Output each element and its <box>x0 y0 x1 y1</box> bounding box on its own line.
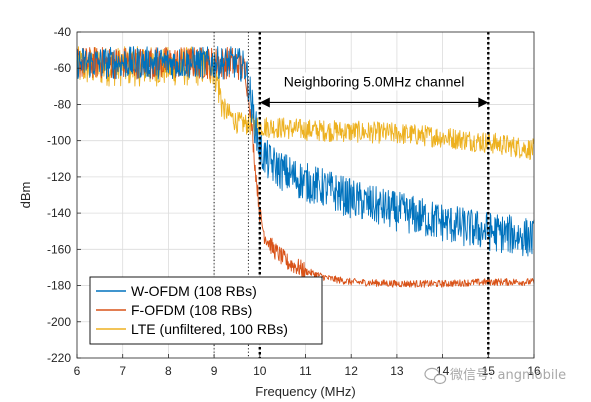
legend: W-OFDM (108 RBs) F-OFDM (108 RBs) LTE (u… <box>89 276 323 345</box>
arrowhead-left <box>259 97 270 108</box>
y-tick-label: -100 <box>47 134 71 148</box>
y-tick-label: -120 <box>47 170 71 184</box>
y-tick-label: -60 <box>54 61 72 75</box>
series-layer <box>76 46 535 288</box>
channel-annotation: Neighboring 5.0MHz channel <box>259 72 489 108</box>
x-tick-label: 7 <box>119 364 126 378</box>
x-tick-label: 12 <box>345 364 359 378</box>
y-tick-label: -80 <box>54 97 72 111</box>
y-axis-label: dBm <box>18 182 33 209</box>
legend-label-f-ofdm: F-OFDM (108 RBs) <box>131 302 252 318</box>
y-tick-label: -160 <box>47 242 71 256</box>
arrowhead-right <box>478 97 489 108</box>
watermark: 微信号: angmobile <box>424 367 566 385</box>
x-axis-label: Frequency (MHz) <box>255 384 355 399</box>
x-tick-label: 6 <box>74 364 81 378</box>
legend-label-lte: LTE (unfiltered, 100 RBs) <box>131 321 288 337</box>
y-tick-label: -140 <box>47 206 71 220</box>
x-tick-label: 15 <box>482 364 496 378</box>
series-line-2 <box>76 46 535 161</box>
y-tick-label: -200 <box>47 315 71 329</box>
x-tick-label: 13 <box>390 364 404 378</box>
x-tick-label: 10 <box>253 364 267 378</box>
x-tick-label: 8 <box>165 364 172 378</box>
series-line-0 <box>76 46 535 257</box>
y-tick-label: -180 <box>47 279 71 293</box>
y-tick-label: -40 <box>54 25 72 39</box>
legend-label-w-ofdm: W-OFDM (108 RBs) <box>131 283 257 299</box>
legend-box <box>89 276 323 345</box>
y-tick-label: -220 <box>47 351 71 365</box>
ticks: 6 7 8 9 10 11 12 13 14 15 16-40-60-80-100-120-140-… <box>47 25 541 378</box>
x-tick-label: 16 <box>527 364 541 378</box>
wechat-logo-icon <box>424 367 447 385</box>
x-tick-label: 9 <box>211 364 218 378</box>
x-tick-label: 11 <box>299 364 312 378</box>
annotation-background <box>268 72 481 91</box>
watermark-text: 微信号: angmobile <box>450 368 566 383</box>
annotation-text: Neighboring 5.0MHz channel <box>284 73 465 89</box>
